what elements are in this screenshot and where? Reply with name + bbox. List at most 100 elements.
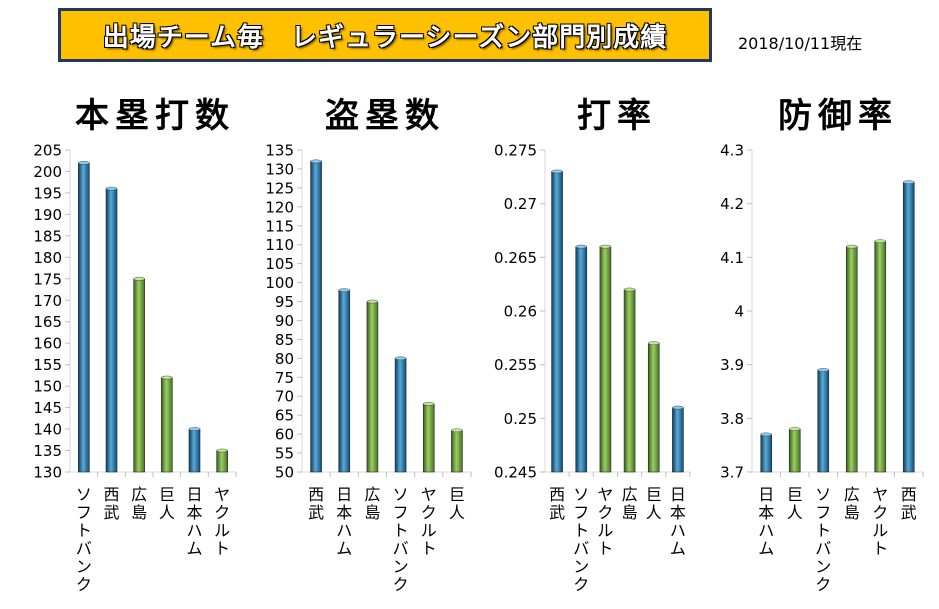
y-tick-label: 185 [33, 227, 62, 245]
y-tick-label: 0.275 [494, 142, 537, 160]
y-tick-label: 60 [275, 426, 294, 444]
y-tick-label: 135 [265, 142, 294, 160]
bar-ヤクルト [874, 240, 887, 473]
bar-cap [161, 375, 173, 380]
bar-ソフトバンク [575, 246, 588, 473]
bar-cap [105, 186, 118, 191]
y-tick-label: 65 [275, 407, 294, 425]
bar-cap [310, 159, 322, 164]
category-label: ヤクルト [872, 485, 888, 558]
bar-ソフトバンク [78, 162, 90, 473]
bar-cap [903, 180, 915, 184]
y-tick-label: 3.7 [720, 464, 744, 482]
bar-cap [394, 356, 407, 361]
category-label: 西武 [901, 485, 917, 522]
category-label: ヤクルト [214, 485, 230, 558]
y-tick-label: 4 [734, 303, 744, 321]
bar-cap [648, 341, 660, 346]
y-tick-label: 190 [33, 206, 62, 224]
bar-cap [623, 287, 636, 292]
category-label: 巨人 [787, 485, 803, 522]
category-label: 広島 [844, 485, 860, 522]
y-tick-label: 110 [265, 236, 294, 254]
category-label: ヤクルト [597, 485, 613, 558]
bar-cap [133, 276, 145, 281]
y-tick-label: 4.3 [720, 142, 744, 160]
category-label: 西武 [103, 485, 119, 522]
bar-広島 [845, 246, 858, 473]
category-label: ソフトバンク [393, 485, 409, 594]
y-tick-label: 0.26 [504, 303, 537, 321]
bar-西武 [310, 161, 322, 473]
y-tick-label: 0.25 [504, 410, 537, 428]
category-label: 日本ハム [758, 485, 774, 558]
y-tick-label: 180 [33, 249, 62, 267]
bar-ヤクルト [599, 246, 612, 473]
bar-cap [216, 448, 228, 453]
bar-巨人 [161, 377, 173, 473]
bar-巨人 [647, 342, 660, 473]
title-banner: 出場チーム毎 レギュラーシーズン部門別成績 [58, 8, 712, 62]
bar-cap [817, 368, 829, 372]
y-tick-label: 200 [33, 163, 62, 181]
chart-3: 打率 0.245 0.25 0.255 0.26 0.265 0.27 0.275 西武ソフトバ… [494, 96, 691, 594]
bar-cap [789, 427, 801, 431]
y-tick-label: 4.1 [720, 249, 744, 267]
category-label: ソフトバンク [76, 485, 92, 594]
y-tick-label: 135 [33, 442, 62, 460]
category-label: 巨人 [449, 485, 465, 522]
bar-ヤクルト [422, 403, 435, 473]
y-tick-label: 100 [265, 274, 294, 292]
bar-cap [338, 288, 350, 292]
chart-title: 本塁打数 [75, 96, 235, 136]
bar-広島 [133, 278, 145, 473]
category-label: ヤクルト [421, 485, 437, 558]
category-label: ソフトバンク [815, 485, 831, 594]
bar-西武 [551, 171, 563, 473]
y-tick-label: 0.27 [504, 195, 537, 213]
y-tick-label: 130 [33, 464, 62, 482]
y-tick-label: 0.245 [494, 464, 537, 482]
chart-2: 盗塁数 5055606570758085909510010511011512012… [265, 96, 472, 594]
y-tick-label: 140 [33, 421, 62, 439]
bar-cap [575, 244, 587, 249]
bar-巨人 [788, 428, 801, 473]
category-label: 巨人 [159, 485, 175, 522]
y-tick-label: 75 [275, 369, 294, 387]
category-label: 巨人 [646, 485, 662, 522]
y-tick-label: 105 [265, 255, 294, 273]
y-tick-label: 195 [33, 184, 62, 202]
chart-title: 打率 [577, 96, 657, 136]
bar-cap [188, 427, 201, 431]
y-tick-label: 0.255 [494, 356, 537, 374]
y-tick-label: 125 [265, 179, 294, 197]
chart-1: 本塁打数 130 135 140 145 150 155 160 165 170 175 180 185… [33, 96, 237, 594]
bar-cap [423, 402, 435, 406]
chart-4: 防御率 3.7 3.8 3.9 4 4.1 4.2 4.3 日本ハム巨人ソフトバンク広島ヤクルト… [720, 96, 924, 594]
chart-title: 防御率 [778, 96, 898, 136]
y-tick-label: 3.8 [720, 410, 744, 428]
y-tick-label: 170 [33, 292, 62, 310]
bar-日本ハム [338, 289, 351, 473]
y-tick-label: 115 [265, 217, 294, 235]
y-tick-label: 205 [33, 142, 62, 160]
bar-cap [451, 428, 463, 433]
y-tick-label: 165 [33, 313, 62, 331]
category-label: 日本ハム [186, 485, 202, 558]
category-label: 西武 [308, 485, 324, 522]
bar-cap [551, 169, 563, 174]
y-tick-label: 85 [275, 331, 294, 349]
category-label: 西武 [549, 485, 565, 522]
y-tick-label: 4.2 [720, 195, 744, 213]
y-tick-label: 145 [33, 399, 62, 417]
bar-ソフトバンク [394, 358, 407, 473]
bar-cap [366, 299, 379, 304]
y-tick-label: 80 [275, 350, 294, 368]
y-tick-label: 160 [33, 335, 62, 353]
category-label: 日本ハム [670, 485, 686, 558]
y-tick-label: 0.265 [494, 249, 537, 267]
bar-広島 [366, 301, 379, 473]
category-label: 日本ハム [336, 485, 352, 558]
bar-ソフトバンク [817, 369, 830, 473]
